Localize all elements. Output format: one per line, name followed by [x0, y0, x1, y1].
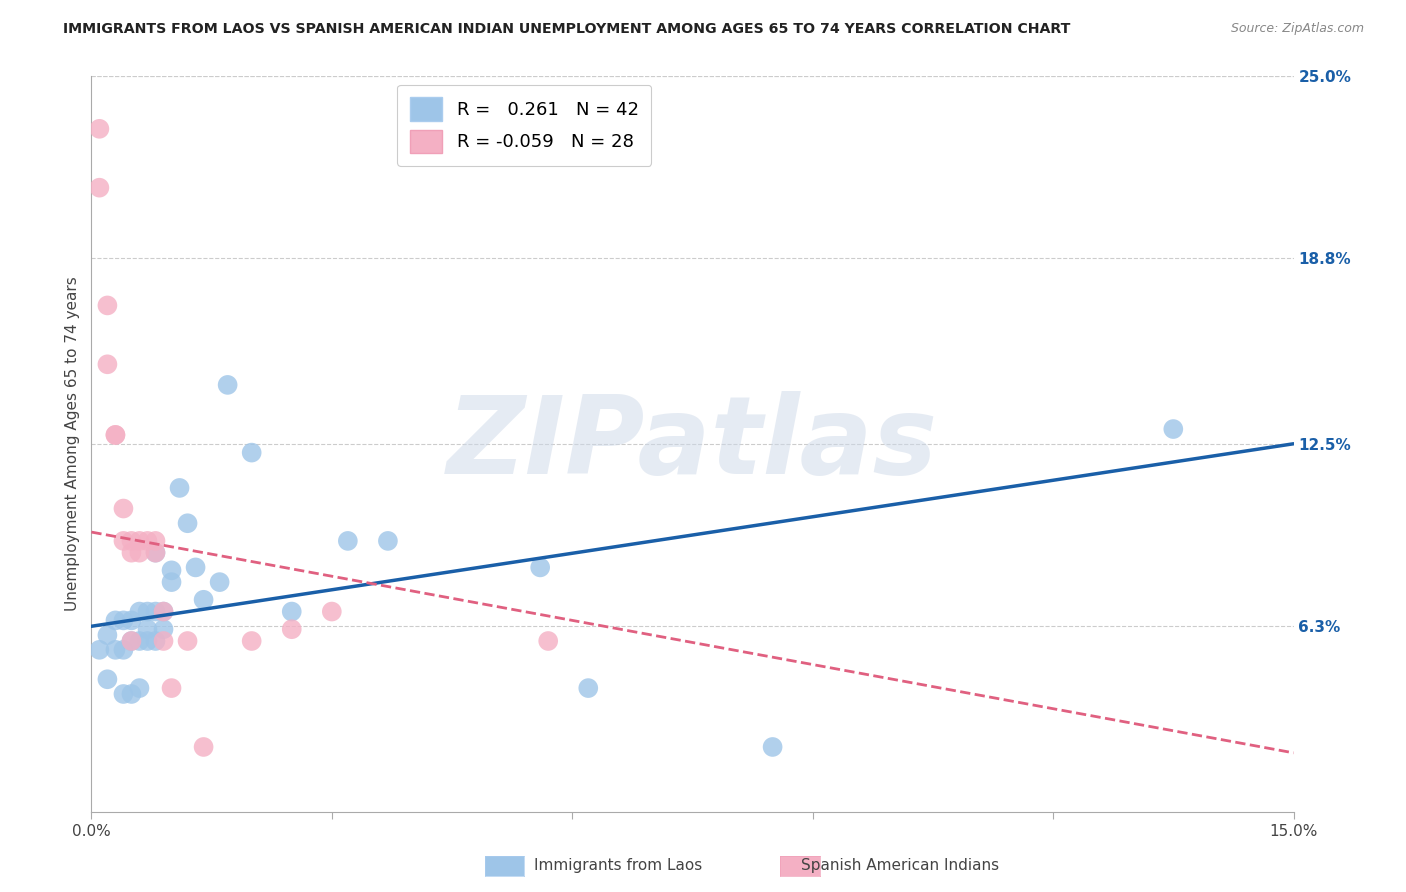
Point	[145, 546, 167, 560]
Point	[160, 681, 183, 695]
Point	[240, 634, 263, 648]
Text: IMMIGRANTS FROM LAOS VS SPANISH AMERICAN INDIAN UNEMPLOYMENT AMONG AGES 65 TO 74: IMMIGRANTS FROM LAOS VS SPANISH AMERICAN…	[63, 22, 1070, 37]
Point	[336, 533, 359, 548]
Point	[145, 605, 167, 619]
Point	[152, 622, 174, 636]
Point	[128, 681, 150, 695]
Point	[529, 560, 551, 574]
Point	[176, 634, 198, 648]
Point	[152, 634, 174, 648]
Point	[128, 546, 150, 560]
Point	[112, 614, 135, 628]
Point	[152, 605, 174, 619]
Point	[169, 481, 191, 495]
Point	[96, 357, 118, 371]
Text: ZIPatlas: ZIPatlas	[447, 391, 938, 497]
Point	[136, 622, 159, 636]
Point	[136, 634, 159, 648]
Point	[121, 687, 143, 701]
Point	[240, 445, 263, 459]
Point	[104, 614, 127, 628]
Point	[576, 681, 599, 695]
Point	[537, 634, 560, 648]
Point	[193, 592, 215, 607]
Text: Immigrants from Laos: Immigrants from Laos	[534, 858, 703, 872]
Point	[89, 121, 111, 136]
Point	[193, 739, 215, 754]
Point	[281, 605, 304, 619]
Point	[128, 533, 150, 548]
Point	[96, 298, 118, 312]
Point	[1163, 422, 1185, 436]
Point	[281, 622, 304, 636]
Point	[145, 634, 167, 648]
Point	[89, 180, 111, 194]
Point	[104, 428, 127, 442]
Legend: R =   0.261   N = 42, R = -0.059   N = 28: R = 0.261 N = 42, R = -0.059 N = 28	[396, 85, 651, 166]
Point	[89, 642, 111, 657]
Point	[176, 516, 198, 531]
Point	[145, 546, 167, 560]
Point	[377, 533, 399, 548]
Point	[208, 575, 231, 590]
Point	[121, 634, 143, 648]
Point	[121, 546, 143, 560]
Point	[152, 605, 174, 619]
Point	[121, 614, 143, 628]
Point	[121, 634, 143, 648]
Point	[112, 642, 135, 657]
Point	[96, 673, 118, 687]
Point	[321, 605, 343, 619]
Point	[160, 563, 183, 577]
Text: Source: ZipAtlas.com: Source: ZipAtlas.com	[1230, 22, 1364, 36]
Point	[217, 378, 239, 392]
Point	[160, 575, 183, 590]
Point	[96, 628, 118, 642]
Point	[121, 533, 143, 548]
Point	[104, 642, 127, 657]
Point	[128, 634, 150, 648]
Point	[104, 428, 127, 442]
Point	[762, 739, 785, 754]
Point	[184, 560, 207, 574]
Point	[136, 533, 159, 548]
Point	[112, 501, 135, 516]
Point	[128, 605, 150, 619]
Point	[112, 533, 135, 548]
Point	[112, 687, 135, 701]
Point	[145, 533, 167, 548]
Text: Spanish American Indians: Spanish American Indians	[801, 858, 1000, 872]
Y-axis label: Unemployment Among Ages 65 to 74 years: Unemployment Among Ages 65 to 74 years	[65, 277, 80, 611]
Point	[136, 605, 159, 619]
